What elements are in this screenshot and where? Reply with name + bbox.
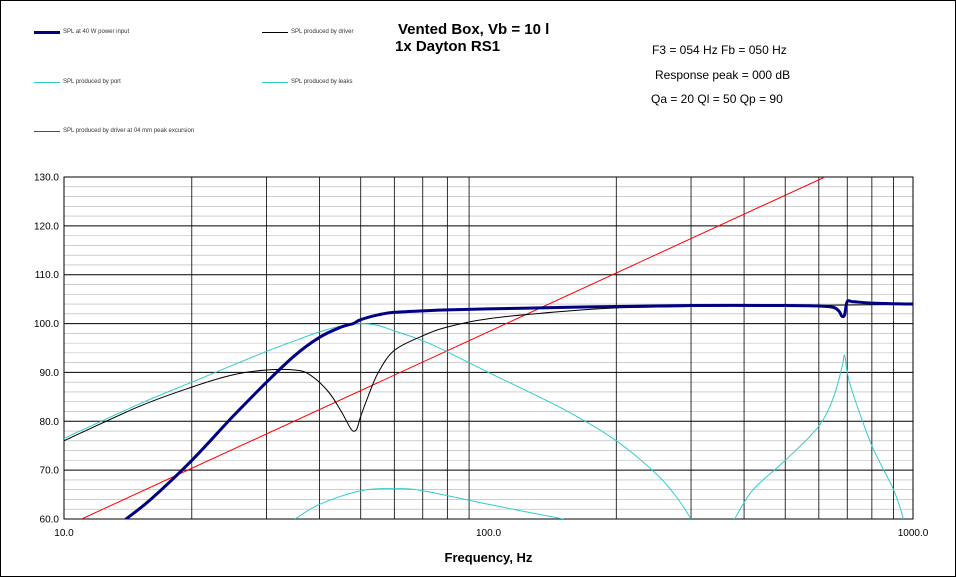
series-line-port-spl <box>64 323 692 519</box>
x-tick-label: 10.0 <box>54 528 74 539</box>
plot-border <box>63 176 914 520</box>
legend-label: SPL produced by port <box>63 79 121 85</box>
series-line-leaks-spl <box>294 488 564 519</box>
legend-label: SPL produced by leaks <box>291 79 353 85</box>
y-tick-label: 60.0 <box>40 515 60 526</box>
y-tick-label: 80.0 <box>40 417 60 428</box>
legend-swatch <box>262 31 288 33</box>
legend-item-port: SPL produced by port <box>34 77 121 87</box>
legend-swatch <box>34 130 60 132</box>
response-peak-text: Response peak = 000 dB <box>655 68 791 82</box>
legend-item-excursion: SPL produced by driver at 04 mm peak exc… <box>34 126 194 136</box>
y-tick-label: 70.0 <box>40 466 60 477</box>
plot-area <box>64 177 913 519</box>
f3-fb-text: F3 = 054 Hz Fb = 050 Hz <box>652 43 787 57</box>
y-tick-label: 110.0 <box>35 270 60 281</box>
legend-item-leaks: SPL produced by leaks <box>262 77 352 87</box>
y-tick-label: 100.0 <box>34 319 59 330</box>
y-tick-label: 90.0 <box>40 368 60 379</box>
legend-label: SPL at 40 W power input <box>63 29 130 35</box>
series-line-total-spl <box>124 299 913 519</box>
legend-item-driver: SPL produced by driver <box>262 27 353 37</box>
x-tick-label: 1000.0 <box>898 528 929 539</box>
x-tick-label: 100.0 <box>476 528 501 539</box>
x-axis-label: Frequency, Hz <box>445 550 533 565</box>
legend-swatch <box>34 81 60 83</box>
q-values-text: Qa = 20 Ql = 50 Qp = 90 <box>651 92 783 106</box>
chart-subtitle: 1x Dayton RS1 <box>395 38 501 55</box>
chart-title: Vented Box, Vb = 10 l <box>398 21 550 38</box>
legend-label: SPL produced by driver <box>291 29 354 35</box>
legend-item-total: SPL at 40 W power input <box>34 27 129 37</box>
legend-swatch <box>262 81 288 83</box>
y-tick-label: 120.0 <box>34 221 59 232</box>
series-line-leaks-spl-high <box>734 354 904 519</box>
legend-swatch <box>34 30 60 34</box>
y-tick-label: 130.0 <box>34 173 59 184</box>
legend-label: SPL produced by driver at 04 mm peak exc… <box>63 128 195 134</box>
series-line-excursion-limit <box>81 177 826 519</box>
